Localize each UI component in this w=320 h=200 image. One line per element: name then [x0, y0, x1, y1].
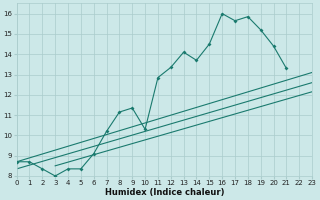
X-axis label: Humidex (Indice chaleur): Humidex (Indice chaleur) — [105, 188, 224, 197]
